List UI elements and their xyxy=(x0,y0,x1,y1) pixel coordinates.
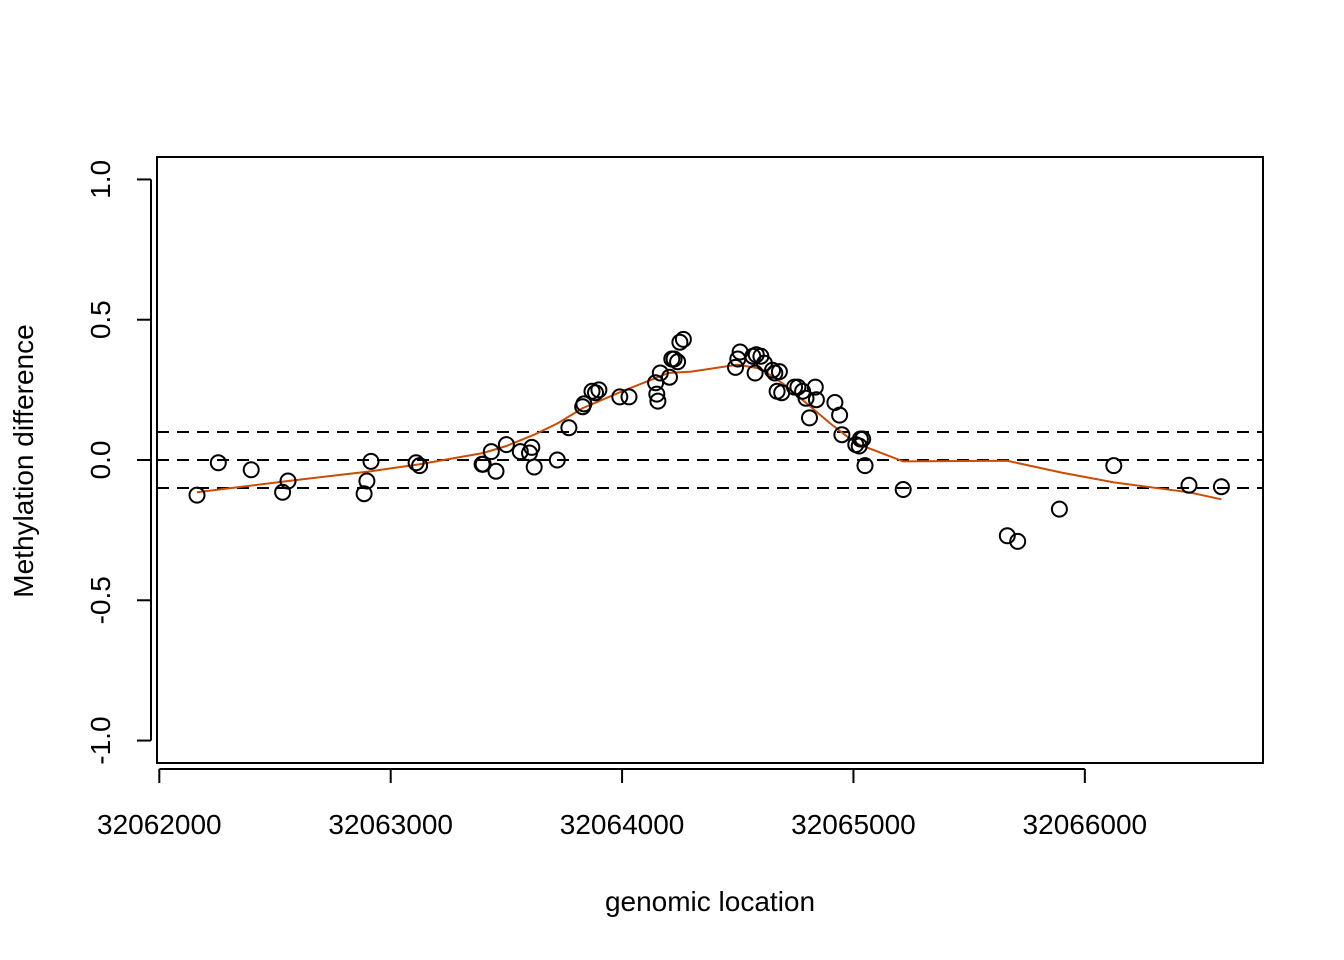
data-point xyxy=(665,350,683,368)
data-point xyxy=(587,384,604,402)
data-point xyxy=(279,472,297,490)
data-point xyxy=(1105,457,1123,475)
data-point xyxy=(497,436,515,454)
reference-lines xyxy=(157,430,1263,490)
x-axis: 32062000 32063000 32064000 32065000 32066000 xyxy=(97,768,1148,840)
data-point xyxy=(511,443,529,461)
data-point xyxy=(362,452,380,470)
data-point xyxy=(727,358,744,376)
data-point xyxy=(548,451,566,469)
y-tick-label: 1.0 xyxy=(85,160,116,199)
data-point xyxy=(789,378,807,396)
data-point xyxy=(894,481,912,498)
data-point xyxy=(590,381,608,399)
data-point xyxy=(806,378,824,396)
data-point xyxy=(575,395,593,413)
data-point xyxy=(474,455,492,473)
data-point xyxy=(770,363,788,381)
data-point xyxy=(856,457,874,475)
data-point xyxy=(411,457,429,475)
data-point xyxy=(407,454,425,472)
y-tick-label: -0.5 xyxy=(85,576,116,624)
data-point xyxy=(1009,532,1027,550)
smoothed-line xyxy=(196,363,1222,501)
y-axis-label: Methylation difference xyxy=(8,324,39,597)
data-point xyxy=(487,462,505,480)
y-tick-label: -1.0 xyxy=(85,716,116,764)
data-point xyxy=(482,443,500,461)
x-tick-label: 32063000 xyxy=(328,809,453,840)
data-point xyxy=(1212,478,1230,496)
data-point xyxy=(525,458,543,476)
data-point xyxy=(674,330,692,348)
data-point xyxy=(833,426,851,444)
y-axis: -1.0 -0.5 0.0 0.5 1.0 xyxy=(85,160,152,765)
data-point xyxy=(648,385,666,403)
data-point xyxy=(661,368,678,386)
data-point xyxy=(358,472,376,490)
data-point xyxy=(355,485,373,503)
data-point xyxy=(1050,500,1068,518)
data-point xyxy=(669,353,687,371)
data-point xyxy=(764,361,781,379)
data-points xyxy=(188,330,1230,550)
data-point xyxy=(671,333,689,351)
data-point xyxy=(801,409,818,427)
data-point xyxy=(620,388,638,406)
smoothed-trend-line xyxy=(196,363,1222,501)
x-tick-label: 32065000 xyxy=(791,809,916,840)
data-point xyxy=(649,392,667,410)
data-point xyxy=(188,486,206,504)
data-point xyxy=(746,364,764,382)
x-tick-label: 32066000 xyxy=(1023,809,1148,840)
data-point xyxy=(560,419,578,437)
data-point xyxy=(1180,476,1198,494)
data-point xyxy=(998,527,1016,545)
y-tick-label: 0.0 xyxy=(85,441,116,480)
data-point xyxy=(523,438,541,456)
x-tick-label: 32064000 xyxy=(560,809,685,840)
data-point xyxy=(831,406,849,424)
data-point xyxy=(807,391,825,409)
data-point xyxy=(647,374,665,392)
data-point xyxy=(209,454,227,472)
data-point xyxy=(651,364,669,382)
data-point xyxy=(242,461,260,479)
data-point xyxy=(611,388,629,406)
x-tick-label: 32062000 xyxy=(97,809,222,840)
data-point xyxy=(854,430,872,448)
x-axis-label: genomic location xyxy=(605,886,815,917)
data-point xyxy=(797,389,815,407)
y-tick-label: 0.5 xyxy=(85,300,116,339)
